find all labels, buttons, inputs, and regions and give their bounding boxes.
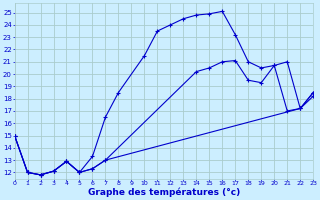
X-axis label: Graphe des températures (°c): Graphe des températures (°c): [88, 188, 240, 197]
